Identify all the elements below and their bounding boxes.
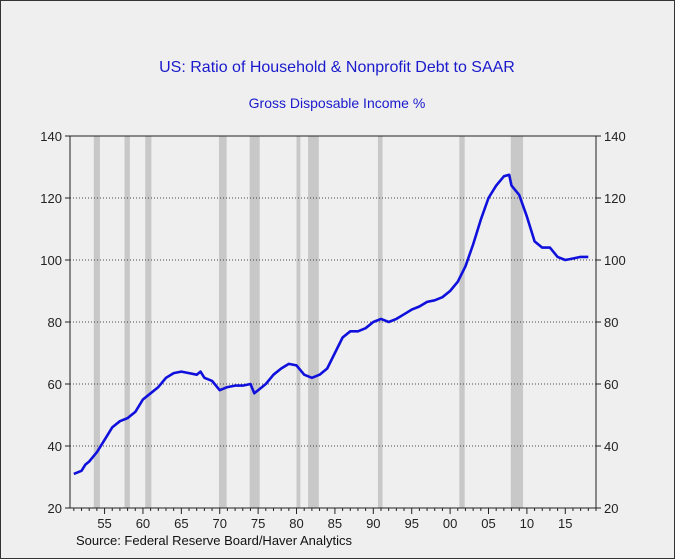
series-line bbox=[73, 173, 589, 476]
y-tick-label-right: 20 bbox=[604, 501, 618, 516]
x-tick-label: 85 bbox=[328, 516, 342, 531]
x-tick-label: 00 bbox=[443, 516, 457, 531]
source-note: Source: Federal Reserve Board/Haver Anal… bbox=[76, 533, 353, 548]
y-tick-label-right: 140 bbox=[604, 129, 626, 144]
x-tick-label: 15 bbox=[558, 516, 572, 531]
y-tick-label-left: 100 bbox=[40, 253, 62, 268]
x-tick-label: 75 bbox=[251, 516, 265, 531]
recession-band bbox=[377, 136, 383, 508]
recession-band bbox=[93, 136, 100, 508]
axis-ticks bbox=[65, 135, 601, 514]
x-tick-label: 60 bbox=[136, 516, 150, 531]
recession-band bbox=[510, 136, 524, 508]
y-tick-label-left: 140 bbox=[40, 129, 62, 144]
series-layer bbox=[73, 173, 589, 476]
grid-lines bbox=[70, 197, 596, 447]
x-tick-label: 90 bbox=[366, 516, 380, 531]
y-tick-label-right: 60 bbox=[604, 377, 618, 392]
x-tick-label: 95 bbox=[404, 516, 418, 531]
chart-subtitle: Gross Disposable Income % bbox=[249, 95, 426, 111]
y-tick-label-left: 20 bbox=[48, 501, 62, 516]
y-tick-label-left: 40 bbox=[48, 439, 62, 454]
y-tick-label-right: 100 bbox=[604, 253, 626, 268]
y-tick-label-left: 120 bbox=[40, 191, 62, 206]
y-tick-label-right: 120 bbox=[604, 191, 626, 206]
y-tick-label-left: 60 bbox=[48, 377, 62, 392]
x-tick-label: 10 bbox=[520, 516, 534, 531]
x-tick-label: 70 bbox=[213, 516, 227, 531]
x-tick-label: 65 bbox=[174, 516, 188, 531]
y-tick-label-right: 80 bbox=[604, 315, 618, 330]
recession-band bbox=[459, 136, 465, 508]
chart-title: US: Ratio of Household & Nonprofit Debt … bbox=[159, 59, 515, 76]
y-tick-label-right: 40 bbox=[604, 439, 618, 454]
x-tick-label: 55 bbox=[97, 516, 111, 531]
recession-band bbox=[249, 136, 260, 508]
recession-bands bbox=[93, 136, 524, 508]
x-tick-label: 80 bbox=[289, 516, 303, 531]
y-tick-label-left: 80 bbox=[48, 315, 62, 330]
recession-band bbox=[218, 136, 227, 508]
axis-labels: 20 20 40 40 60 60 80 80 100 100 120 120 140 140 55 60 65… bbox=[40, 129, 625, 531]
x-tick-label: 05 bbox=[481, 516, 495, 531]
